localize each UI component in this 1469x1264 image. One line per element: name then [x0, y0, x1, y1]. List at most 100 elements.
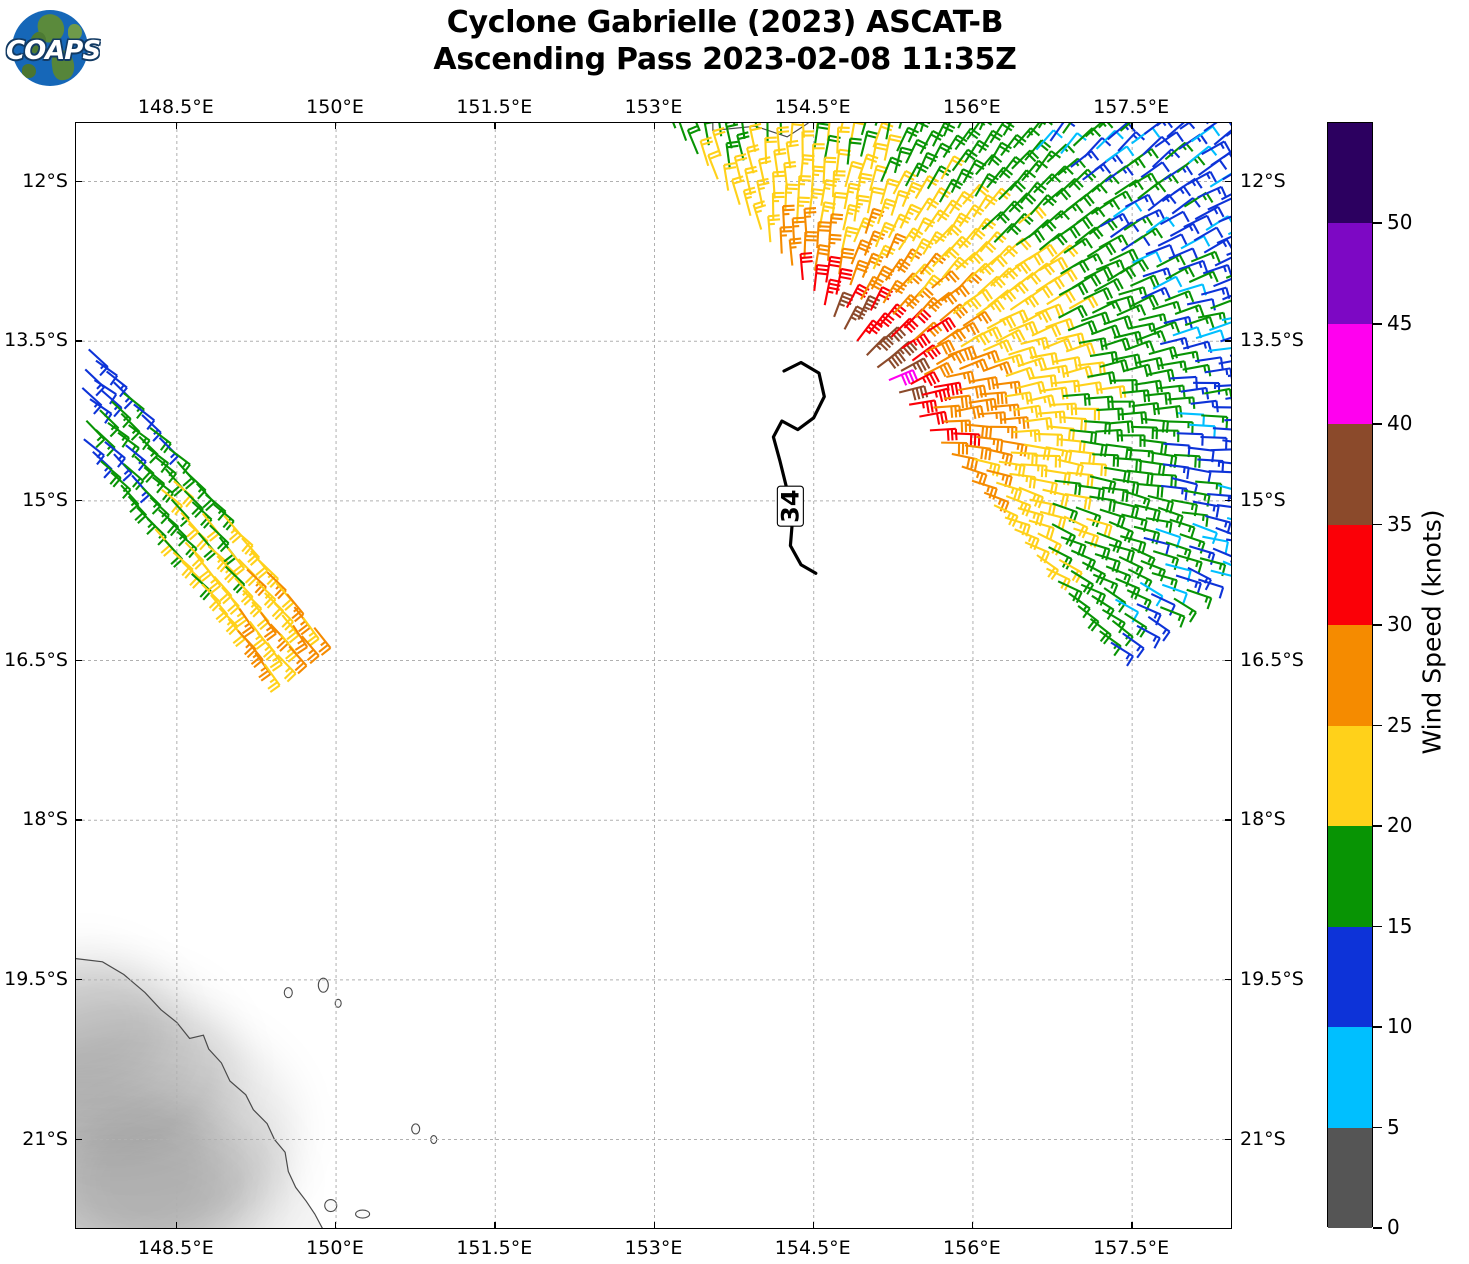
contour-label: 34: [776, 485, 804, 527]
wind-barb: [1210, 569, 1231, 577]
wind-barb: [879, 303, 907, 326]
wind-barb: [1002, 261, 1032, 279]
wind-barb: [940, 155, 965, 180]
x-tick-label-bottom: 156°E: [943, 1237, 1001, 1259]
wind-barb: [731, 175, 745, 205]
wind-barb: [892, 170, 917, 195]
wind-barb: [1078, 183, 1108, 202]
colorbar-band: [1328, 123, 1372, 224]
colorbar-tick-label: 30: [1387, 612, 1413, 637]
wind-barb: [1094, 153, 1124, 171]
wind-barb: [1161, 583, 1188, 605]
wind-barb: [861, 252, 884, 278]
wind-barb: [1091, 174, 1120, 193]
wind-barb: [1145, 517, 1173, 534]
wind-barb: [1026, 262, 1056, 281]
wind-barb: [1165, 541, 1192, 562]
wind-barb: [1132, 250, 1163, 264]
wind-barb: [1150, 321, 1181, 334]
colorbar-band: [1328, 725, 1372, 827]
wind-barb: [1150, 592, 1176, 616]
wind-barb: [1171, 477, 1199, 496]
wind-barb: [269, 623, 290, 652]
wind-barb: [990, 425, 1018, 439]
wind-barb: [1046, 567, 1071, 591]
wind-barb: [893, 146, 913, 174]
wind-barb: [1088, 217, 1118, 235]
wind-barb: [113, 453, 133, 482]
wind-barb: [707, 149, 721, 180]
wind-barb: [722, 162, 737, 191]
wind-barb: [250, 550, 269, 579]
wind-barb: [801, 123, 806, 138]
wind-barb: [872, 123, 894, 148]
wind-barb: [955, 251, 984, 271]
wind-barb: [313, 626, 332, 656]
wind-barb: [1036, 554, 1059, 581]
x-tick-label-bottom: 148.5°E: [137, 1237, 214, 1259]
wind-barb: [260, 611, 277, 642]
wind-barb: [699, 136, 714, 167]
wind-barb: [1131, 127, 1161, 145]
wind-barb: [1133, 227, 1164, 244]
x-tick-label-top: 150°E: [306, 96, 364, 118]
wind-barb: [943, 419, 972, 433]
wind-barb: [1212, 427, 1231, 431]
wind-barb: [960, 332, 991, 348]
wind-barb: [908, 399, 938, 414]
wind-barb: [1083, 286, 1114, 301]
wind-barb: [1095, 428, 1124, 442]
wind-barb: [968, 397, 998, 412]
wind-barb: [1023, 443, 1051, 461]
wind-barb: [1164, 290, 1195, 303]
y-tick-label-right: 19.5°S: [1240, 967, 1304, 990]
wind-barb: [1216, 504, 1231, 509]
wind-barb: [1183, 214, 1214, 228]
wind-barb: [1176, 432, 1204, 446]
wind-barb: [292, 624, 309, 655]
wind-barb: [1118, 555, 1144, 579]
wind-barb: [1136, 329, 1167, 342]
wind-barb: [263, 663, 281, 693]
wind-barb: [1078, 337, 1108, 351]
wind-barb: [1204, 387, 1231, 401]
wind-barb: [899, 203, 923, 229]
wind-barb: [1195, 329, 1226, 342]
wind-barb: [1126, 589, 1152, 612]
wind-barb: [1024, 285, 1054, 302]
x-tick-label-bottom: 157.5°E: [1093, 1237, 1170, 1259]
wind-barb: [825, 255, 842, 283]
wind-barb: [842, 203, 861, 231]
wind-barb: [791, 216, 805, 245]
x-tick-mark: [1131, 122, 1133, 129]
wind-barb: [849, 259, 871, 286]
colorbar-title-text: Wind Speed (knots): [1417, 509, 1447, 755]
wind-barb: [957, 123, 962, 129]
colorbar-band: [1328, 1127, 1372, 1228]
wind-barb: [827, 233, 842, 261]
colorbar-tick-mark: [1373, 825, 1382, 827]
wind-barb: [703, 123, 714, 146]
wind-barb: [1150, 472, 1178, 488]
wind-barb: [1218, 360, 1231, 365]
x-tick-label-bottom: 151.5°E: [456, 1237, 533, 1259]
wind-barb: [1225, 396, 1231, 400]
wind-barb: [1080, 583, 1107, 606]
wind-barb: [1057, 580, 1083, 604]
colorbar-tick-label: 25: [1387, 712, 1413, 737]
x-tick-mark: [494, 122, 496, 129]
wind-barb: [951, 148, 978, 172]
wind-barb: [1175, 574, 1202, 595]
wind-barb: [1226, 252, 1231, 256]
wind-barb: [1114, 598, 1140, 623]
wind-barb: [1178, 259, 1209, 273]
wind-barb: [1210, 299, 1231, 310]
wind-barb: [1026, 123, 1053, 139]
x-tick-label-top: 157.5°E: [1093, 96, 1170, 118]
wind-barb: [1197, 311, 1227, 325]
wind-barb: [898, 123, 903, 129]
wind-barb: [904, 162, 929, 187]
coaps-logo-text: COAPS: [6, 36, 101, 66]
colorbar-band: [1328, 826, 1372, 927]
x-tick-mark: [494, 1222, 496, 1229]
